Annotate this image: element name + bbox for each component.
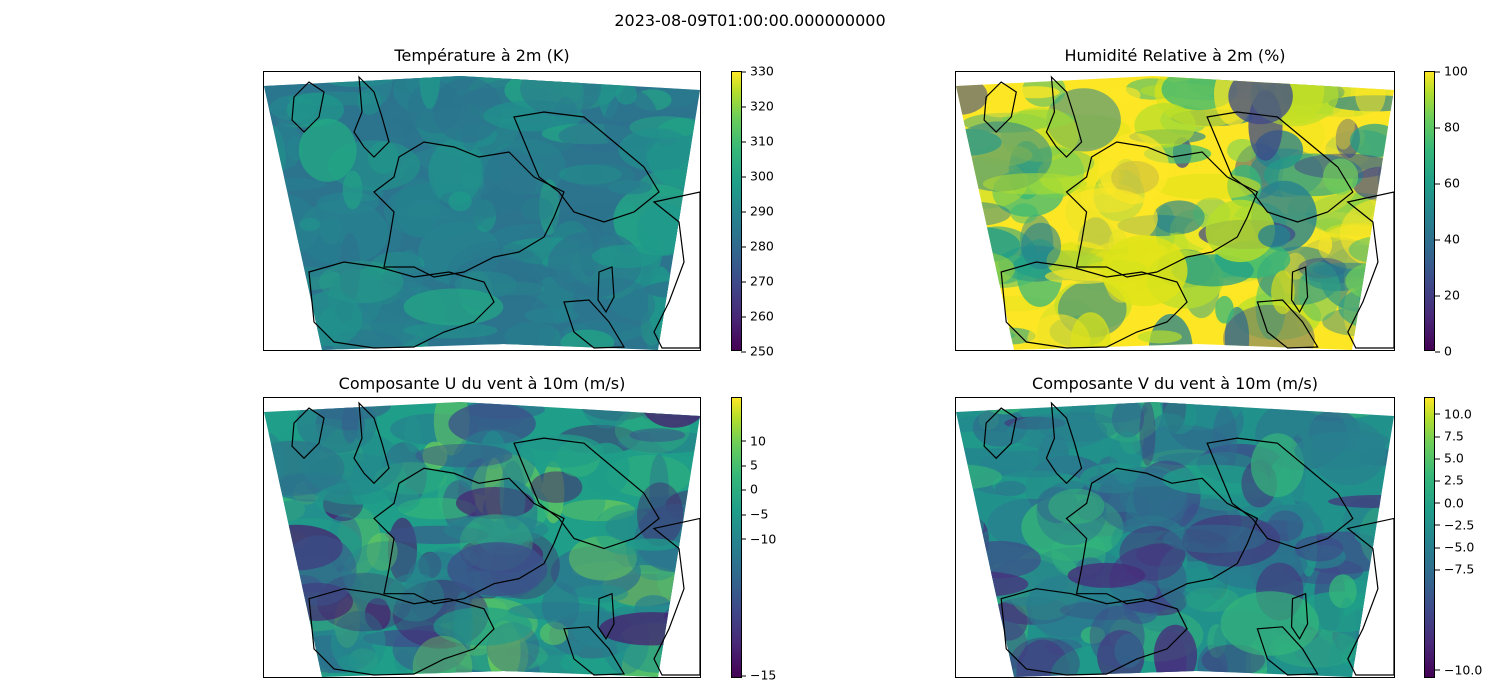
map-wind-u[interactable]: [263, 397, 701, 678]
coastline-path: [983, 81, 1017, 133]
colorbar-tick-label: 20: [1435, 287, 1460, 303]
colorbar-tick-label: −5: [740, 506, 769, 522]
coastline-path: [1065, 467, 1259, 605]
colorbar-tick-label: −15: [740, 667, 777, 683]
coastline-path: [1290, 592, 1309, 641]
coastline-path: [1290, 266, 1309, 314]
colorbar-tick-label: 270: [741, 273, 774, 289]
colorbar-tick-label: 0: [741, 481, 758, 497]
coastline-path: [1000, 588, 1188, 676]
colorbar-humidity: [1424, 71, 1435, 351]
colorbar-wind-u: [731, 397, 742, 678]
map-temperature[interactable]: [263, 71, 701, 351]
coastline-path: [373, 141, 565, 278]
colorbar-tick-label: −5.0: [1434, 539, 1475, 555]
colorbar-wind-v: [1424, 397, 1435, 678]
colorbar-tick-label: 100: [1435, 63, 1468, 79]
coastline-path: [1045, 401, 1083, 485]
colorbar-tick-label: −10.0: [1434, 662, 1483, 678]
coastline-path: [1256, 299, 1319, 349]
coastline-path: [1206, 437, 1354, 550]
coastline-path: [597, 592, 615, 641]
coastline-path: [308, 261, 495, 349]
coastline-path: [597, 266, 615, 314]
coastline-path: [291, 81, 325, 133]
colorbar-tick-label: 310: [741, 133, 774, 149]
colorbar-tick-label: 5.0: [1435, 450, 1464, 466]
colorbar-tick-label: 260: [741, 308, 774, 324]
colorbar-tick-label: 280: [741, 238, 774, 254]
coastline-path: [983, 407, 1017, 460]
coastline-path: [353, 75, 390, 158]
coastline-path: [373, 467, 565, 605]
coastline-path: [308, 588, 495, 676]
colorbar-tick-label: 5: [741, 457, 758, 473]
coastline-path: [1346, 191, 1394, 349]
colorbar-tick-label: 330: [741, 63, 774, 79]
colorbar-tick-label: 250: [741, 343, 774, 359]
panel-title-wind-u: Composante U du vent à 10m (m/s): [338, 374, 626, 393]
coastline-path: [513, 111, 660, 223]
colorbar-tick-label: 10: [741, 433, 766, 449]
map-humidity[interactable]: [955, 71, 1395, 351]
coastline-path: [652, 517, 700, 676]
colorbar-tick-label: 300: [741, 168, 774, 184]
colorbar-tick-label: 0.0: [1435, 495, 1464, 511]
colorbar-tick-label: 2.5: [1435, 472, 1464, 488]
coastline-path: [1000, 261, 1188, 349]
panel-title-humidity: Humidité Relative à 2m (%): [1064, 46, 1286, 65]
colorbar-tick-label: 0: [1435, 343, 1452, 359]
coastline-path: [563, 299, 626, 349]
coastline-path: [1346, 517, 1394, 676]
map-wind-v[interactable]: [955, 397, 1395, 678]
coastline-path: [353, 401, 390, 485]
colorbar-tick-label: 320: [741, 98, 774, 114]
colorbar-tick-label: 80: [1435, 119, 1460, 135]
panel-title-temperature: Température à 2m (K): [394, 46, 570, 65]
colorbar-tick-label: 10.0: [1435, 406, 1472, 422]
colorbar-tick-label: 60: [1435, 175, 1460, 191]
colorbar-tick-label: 290: [741, 203, 774, 219]
figure-title: 2023-08-09T01:00:00.000000000: [614, 11, 886, 30]
coastline-path: [1206, 111, 1354, 223]
coastline-path: [1256, 626, 1319, 676]
colorbar-tick-label: −2.5: [1434, 517, 1475, 533]
colorbar-tick-label: −7.5: [1434, 561, 1475, 577]
coastline-path: [513, 437, 660, 550]
colorbar-tick-label: 40: [1435, 231, 1460, 247]
colorbar-tick-label: −10: [740, 531, 777, 547]
coastline-path: [652, 191, 700, 349]
panel-title-wind-v: Composante V du vent à 10m (m/s): [1032, 374, 1318, 393]
coastline-path: [563, 626, 626, 676]
coastline-path: [291, 407, 325, 460]
colorbar-tick-label: 7.5: [1435, 428, 1464, 444]
coastline-path: [1065, 141, 1259, 278]
coastline-path: [1045, 75, 1083, 158]
